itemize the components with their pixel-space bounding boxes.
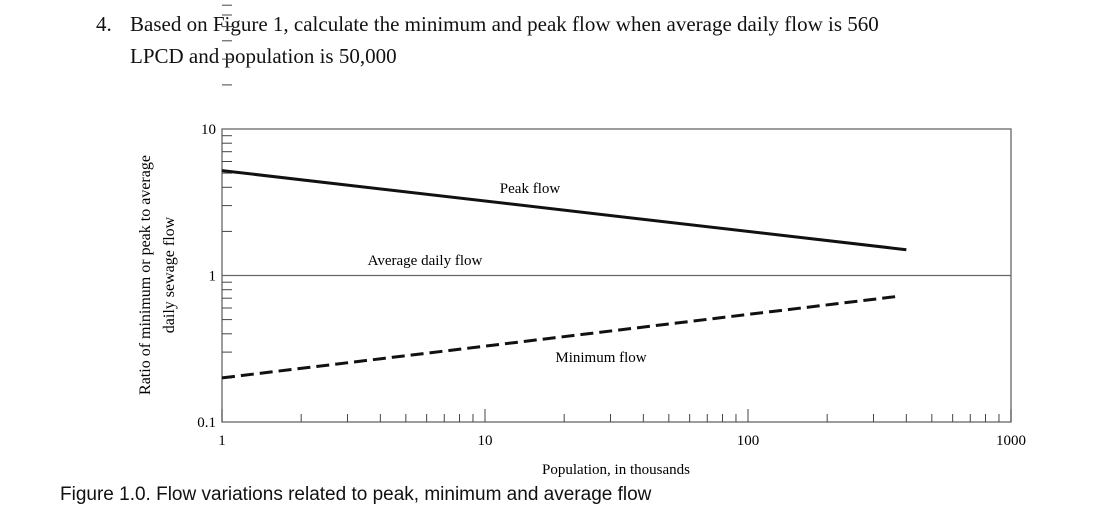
x-tick-label: 1 (218, 433, 226, 449)
peak-flow-line (221, 169, 907, 252)
y-axis-label-line-2: daily sewage flow (161, 216, 178, 333)
minimum-flow-label: Minimum flow (555, 350, 646, 366)
question-line-1: Based on Figure 1, calculate the minimum… (130, 12, 879, 36)
y-tick-label: 0.1 (197, 415, 216, 431)
question-line-2: LPCD and population is 50,000 (130, 44, 397, 68)
figure-caption: Figure 1.0. Flow variations related to p… (60, 484, 652, 505)
x-axis-label: Population, in thousands (542, 462, 690, 478)
y-tick-label: 1 (209, 269, 217, 285)
average-daily-flow-label: Average daily flow (368, 253, 483, 269)
x-tick-label: 10 (478, 433, 493, 449)
y-axis-label-line-1: Ratio of minimum or peak to average (137, 155, 154, 395)
y-tick-label: 10 (201, 122, 216, 138)
peak-flow-label: Peak flow (500, 181, 561, 197)
x-tick-label: 100 (737, 433, 760, 449)
x-tick-label: 1000 (996, 433, 1026, 449)
question-number: 4. (96, 12, 112, 36)
